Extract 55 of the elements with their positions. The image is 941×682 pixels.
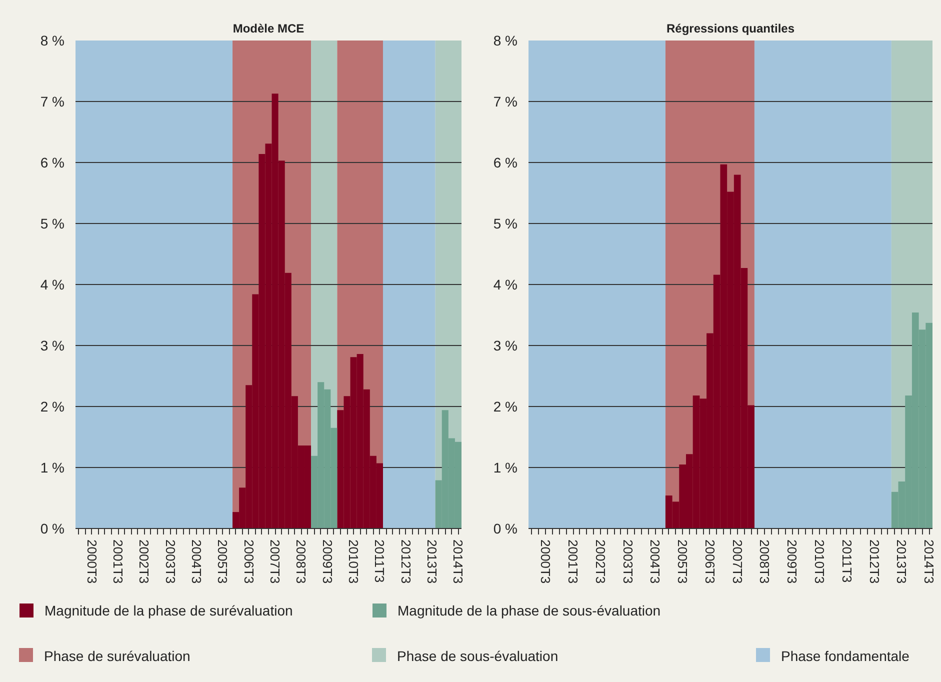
y-tick-label: 2 %: [40, 398, 64, 414]
x-tick-label: 2010T3: [346, 540, 362, 584]
x-tick-label: 2007T3: [730, 540, 745, 584]
y-tick-label: 4 %: [493, 276, 518, 292]
y-tick-label: 0 %: [40, 520, 64, 536]
y-tick-label: 6 %: [40, 154, 64, 170]
y-tick-label: 7 %: [40, 94, 64, 110]
legend-label: Magnitude de la phase de sous-évaluation: [398, 602, 661, 618]
x-tick-label: 2014T3: [450, 540, 466, 584]
x-tick-label: 2006T3: [241, 540, 256, 584]
y-tick-label: 5 %: [40, 216, 64, 232]
x-tick-label: 2009T3: [320, 540, 335, 584]
y-tick-label: 3 %: [493, 338, 518, 354]
x-tick-label: 2005T3: [215, 540, 230, 584]
x-tick-label: 2001T3: [566, 540, 581, 584]
chart-title: Régressions quantiles: [666, 22, 795, 36]
y-tick-label: 3 %: [40, 338, 64, 354]
x-tick-label: 2013T3: [894, 540, 910, 584]
x-tick-label: 2004T3: [189, 540, 204, 584]
x-tick-label: 2013T3: [424, 540, 440, 584]
y-tick-label: 5 %: [493, 216, 518, 232]
x-tick-label: 2002T3: [592, 540, 608, 584]
x-tick-label: 2010T3: [812, 540, 828, 584]
x-tick-label: 2011T3: [372, 540, 388, 583]
y-tick-label: 7 %: [493, 94, 518, 110]
x-tick-label: 2008T3: [294, 540, 309, 584]
y-tick-label: 6 %: [493, 154, 518, 170]
x-tick-label: 2014T3: [922, 540, 937, 584]
x-tick-label: 2005T3: [675, 540, 690, 584]
x-tick-label: 2002T3: [136, 540, 152, 584]
x-tick-label: 2012T3: [866, 540, 882, 584]
x-tick-label: 2001T3: [110, 540, 126, 584]
x-tick-label: 2003T3: [162, 540, 178, 584]
y-tick-label: 8 %: [493, 32, 518, 48]
text: Phase de surévaluation: [44, 647, 190, 666]
y-tick-label: 0 %: [493, 520, 518, 536]
y-tick-label: 8 %: [40, 32, 64, 48]
x-tick-label: 2011T3: [839, 540, 854, 583]
x-tick-label: 2006T3: [702, 540, 718, 584]
y-tick-label: 1 %: [493, 460, 518, 476]
x-tick-label: 2000T3: [84, 540, 100, 584]
x-tick-label: 2008T3: [757, 540, 772, 584]
x-tick-label: 2003T3: [620, 540, 636, 584]
legend-label: Magnitude de la phase de surévaluation: [44, 602, 293, 618]
x-tick-label: 2009T3: [784, 540, 800, 584]
text: Phase fondamentale: [781, 647, 910, 666]
y-tick-label: 2 %: [493, 398, 518, 414]
text: Phase de sous-évaluation: [397, 647, 558, 666]
x-tick-label: 2007T3: [268, 540, 283, 584]
y-tick-label: 1 %: [40, 460, 64, 476]
x-tick-label: 2004T3: [648, 540, 663, 584]
x-tick-label: 2012T3: [398, 540, 414, 584]
chart-title: Modèle MCE: [232, 22, 304, 36]
y-tick-label: 4 %: [40, 276, 64, 292]
x-tick-label: 2000T3: [538, 540, 554, 584]
